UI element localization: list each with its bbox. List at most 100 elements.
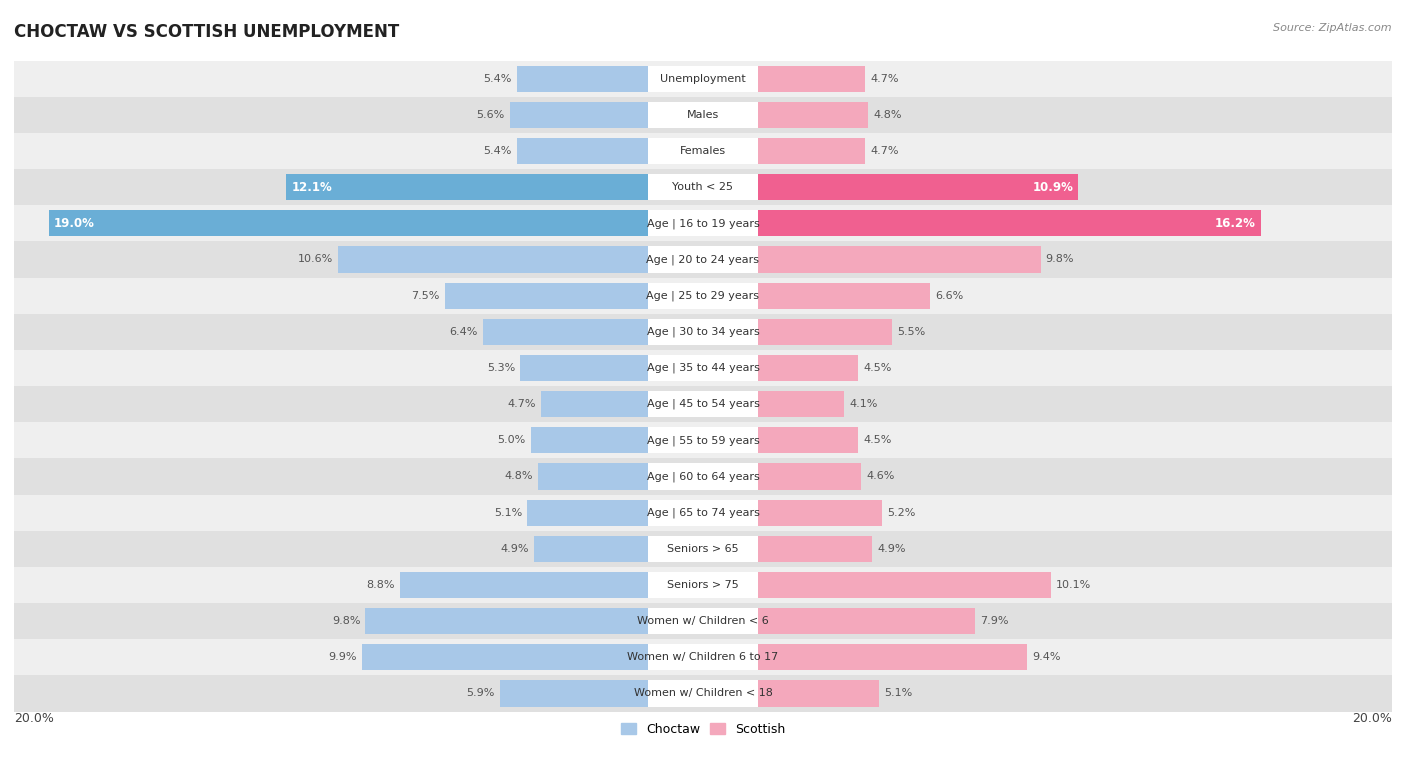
Text: 9.8%: 9.8% bbox=[1046, 254, 1074, 264]
Text: 5.4%: 5.4% bbox=[484, 73, 512, 83]
Bar bbox=[48, 210, 648, 236]
Text: 4.7%: 4.7% bbox=[870, 146, 898, 156]
Bar bbox=[534, 536, 648, 562]
Bar bbox=[14, 61, 1392, 97]
Bar bbox=[758, 101, 869, 128]
Bar bbox=[399, 572, 648, 598]
Bar bbox=[758, 138, 865, 164]
Bar bbox=[648, 572, 758, 598]
Text: Seniors > 65: Seniors > 65 bbox=[668, 544, 738, 554]
Bar bbox=[758, 536, 872, 562]
Bar bbox=[648, 391, 758, 417]
Bar bbox=[14, 278, 1392, 313]
Text: Age | 16 to 19 years: Age | 16 to 19 years bbox=[647, 218, 759, 229]
Bar bbox=[14, 494, 1392, 531]
Text: 4.9%: 4.9% bbox=[877, 544, 905, 554]
Bar bbox=[758, 427, 858, 453]
Bar bbox=[482, 319, 648, 345]
Text: 10.1%: 10.1% bbox=[1056, 580, 1091, 590]
Bar bbox=[14, 241, 1392, 278]
Bar bbox=[531, 427, 648, 453]
Text: 7.5%: 7.5% bbox=[411, 291, 440, 301]
Text: 9.8%: 9.8% bbox=[332, 616, 360, 626]
Bar bbox=[758, 391, 844, 417]
Bar bbox=[758, 644, 1026, 671]
Bar bbox=[648, 101, 758, 128]
Bar bbox=[758, 355, 858, 381]
Text: 5.5%: 5.5% bbox=[897, 327, 927, 337]
Text: Males: Males bbox=[688, 110, 718, 120]
Text: 5.0%: 5.0% bbox=[498, 435, 526, 445]
Text: 5.4%: 5.4% bbox=[484, 146, 512, 156]
Text: 4.8%: 4.8% bbox=[503, 472, 533, 481]
Bar bbox=[14, 531, 1392, 567]
Text: 4.7%: 4.7% bbox=[508, 399, 536, 409]
Text: Age | 65 to 74 years: Age | 65 to 74 years bbox=[647, 507, 759, 518]
Bar bbox=[14, 169, 1392, 205]
Text: Age | 35 to 44 years: Age | 35 to 44 years bbox=[647, 363, 759, 373]
Text: Age | 60 to 64 years: Age | 60 to 64 years bbox=[647, 472, 759, 481]
Bar bbox=[287, 174, 648, 200]
Text: 4.9%: 4.9% bbox=[501, 544, 529, 554]
Bar bbox=[14, 459, 1392, 494]
Bar bbox=[337, 247, 648, 273]
Bar bbox=[14, 386, 1392, 422]
Bar bbox=[366, 608, 648, 634]
Bar bbox=[648, 138, 758, 164]
Text: 4.5%: 4.5% bbox=[863, 435, 891, 445]
Bar bbox=[14, 567, 1392, 603]
Bar bbox=[444, 282, 648, 309]
Bar bbox=[648, 608, 758, 634]
Bar bbox=[14, 313, 1392, 350]
Text: 9.4%: 9.4% bbox=[1032, 653, 1060, 662]
Bar bbox=[648, 355, 758, 381]
Text: 20.0%: 20.0% bbox=[1353, 712, 1392, 725]
Text: 20.0%: 20.0% bbox=[14, 712, 53, 725]
Text: 16.2%: 16.2% bbox=[1215, 217, 1256, 230]
Text: 5.3%: 5.3% bbox=[486, 363, 515, 373]
Text: Source: ZipAtlas.com: Source: ZipAtlas.com bbox=[1274, 23, 1392, 33]
Text: Women w/ Children < 18: Women w/ Children < 18 bbox=[634, 689, 772, 699]
Text: Age | 25 to 29 years: Age | 25 to 29 years bbox=[647, 291, 759, 301]
Bar bbox=[14, 205, 1392, 241]
Text: 4.7%: 4.7% bbox=[870, 73, 898, 83]
Bar bbox=[648, 319, 758, 345]
Bar bbox=[527, 500, 648, 525]
Bar bbox=[14, 97, 1392, 133]
Text: 7.9%: 7.9% bbox=[980, 616, 1008, 626]
Bar bbox=[648, 463, 758, 490]
Bar bbox=[14, 422, 1392, 459]
Text: 5.6%: 5.6% bbox=[477, 110, 505, 120]
Text: 5.9%: 5.9% bbox=[467, 689, 495, 699]
Bar bbox=[648, 210, 758, 236]
Bar bbox=[758, 174, 1078, 200]
Bar bbox=[14, 675, 1392, 712]
Bar bbox=[361, 644, 648, 671]
Bar bbox=[758, 681, 879, 706]
Bar bbox=[517, 66, 648, 92]
Bar bbox=[648, 174, 758, 200]
Text: Age | 20 to 24 years: Age | 20 to 24 years bbox=[647, 254, 759, 265]
Bar bbox=[510, 101, 648, 128]
Text: 9.9%: 9.9% bbox=[329, 653, 357, 662]
Bar bbox=[541, 391, 648, 417]
Bar bbox=[758, 210, 1261, 236]
Text: 6.4%: 6.4% bbox=[449, 327, 478, 337]
Text: Females: Females bbox=[681, 146, 725, 156]
Bar bbox=[14, 350, 1392, 386]
Text: Youth < 25: Youth < 25 bbox=[672, 182, 734, 192]
Bar bbox=[499, 681, 648, 706]
Bar bbox=[648, 681, 758, 706]
Text: CHOCTAW VS SCOTTISH UNEMPLOYMENT: CHOCTAW VS SCOTTISH UNEMPLOYMENT bbox=[14, 23, 399, 41]
Bar bbox=[648, 644, 758, 671]
Bar bbox=[14, 639, 1392, 675]
Bar bbox=[648, 282, 758, 309]
Text: 10.6%: 10.6% bbox=[298, 254, 333, 264]
Text: 19.0%: 19.0% bbox=[53, 217, 94, 230]
Text: 10.9%: 10.9% bbox=[1032, 181, 1073, 194]
Text: 4.8%: 4.8% bbox=[873, 110, 903, 120]
Text: Unemployment: Unemployment bbox=[661, 73, 745, 83]
Legend: Choctaw, Scottish: Choctaw, Scottish bbox=[616, 718, 790, 741]
Bar bbox=[537, 463, 648, 490]
Text: Women w/ Children 6 to 17: Women w/ Children 6 to 17 bbox=[627, 653, 779, 662]
